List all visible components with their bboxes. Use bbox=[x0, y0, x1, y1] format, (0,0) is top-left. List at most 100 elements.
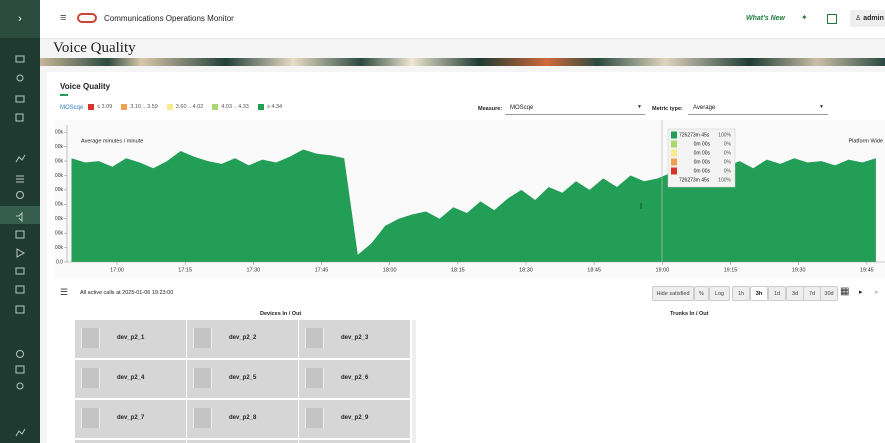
nav-icon[interactable] bbox=[16, 56, 24, 62]
tooltip-duration: 726273m 45s bbox=[679, 132, 710, 138]
title-underline bbox=[60, 94, 68, 96]
notes-icon[interactable] bbox=[827, 14, 837, 24]
nav-icon[interactable] bbox=[16, 268, 24, 274]
x-tick-label: 18:00 bbox=[383, 267, 397, 273]
nav-icon[interactable] bbox=[16, 114, 23, 121]
device-icon bbox=[81, 408, 100, 428]
chart: 0.0100k200k300k400k500k600k700k800k900k1… bbox=[55, 120, 885, 278]
device-icon bbox=[193, 368, 212, 388]
status-text: All active calls at 2025-01-06 19:23:00 bbox=[80, 290, 173, 296]
x-tick-label: 17:00 bbox=[110, 267, 124, 273]
device-name: dev_p2_3 bbox=[341, 335, 368, 341]
legend-swatch bbox=[258, 104, 264, 110]
marker bbox=[640, 203, 642, 209]
y-tick-label: 100k bbox=[55, 245, 63, 251]
toolbar-button[interactable]: Log bbox=[709, 286, 730, 301]
tooltip: 726273m 45s100%0m 00s0%0m 00s0%0m 00s0%0… bbox=[668, 129, 735, 187]
x-tick-label: 17:30 bbox=[246, 267, 260, 273]
next-button[interactable]: ▸ bbox=[859, 288, 863, 296]
nav-icon[interactable] bbox=[16, 155, 25, 162]
toolbar-button[interactable]: Hide satisfied bbox=[652, 286, 694, 301]
y-tick-label: 600k bbox=[55, 173, 63, 179]
nav-icon[interactable] bbox=[17, 351, 24, 358]
device-icon bbox=[81, 368, 100, 388]
y-axis-title: Average minutes / minute bbox=[81, 138, 143, 144]
calendar-icon[interactable]: ▦ bbox=[840, 286, 849, 297]
legend-item: ≤ 3.09 bbox=[88, 104, 112, 110]
nav-icon[interactable] bbox=[16, 286, 24, 293]
nav-icon[interactable] bbox=[16, 96, 24, 102]
panel-title: Voice Quality bbox=[60, 82, 110, 91]
user-name[interactable]: ♙ admin bbox=[855, 14, 884, 22]
legend-item: ≥ 4.34 bbox=[258, 104, 282, 110]
y-tick-label: 200k bbox=[55, 230, 63, 236]
tooltip-duration: 0m 00s bbox=[694, 150, 711, 156]
device-name: dev_p2_4 bbox=[117, 375, 144, 381]
nav-icon[interactable] bbox=[16, 213, 22, 221]
device-icon bbox=[193, 328, 212, 348]
toolbar-button[interactable]: 7d bbox=[803, 286, 821, 301]
legend-item: 3.10 .. 3.59 bbox=[121, 104, 158, 110]
toolbar-button[interactable]: 1d bbox=[768, 286, 786, 301]
toolbar-button[interactable]: % bbox=[694, 286, 709, 301]
device-icon bbox=[193, 408, 212, 428]
device-name: dev_p2_2 bbox=[229, 335, 256, 341]
legend-swatch bbox=[212, 104, 218, 110]
tooltip-swatch bbox=[671, 150, 677, 157]
y-tick-label: 0.0 bbox=[56, 259, 63, 265]
x-tick-label: 17:15 bbox=[178, 267, 192, 273]
list-icon[interactable]: ☰ bbox=[60, 287, 68, 298]
device-name: dev_p2_9 bbox=[341, 415, 368, 421]
legend-swatch bbox=[167, 104, 173, 110]
last-button[interactable]: ▸ bbox=[875, 288, 879, 296]
menu-button[interactable]: ≡ bbox=[60, 12, 66, 24]
page: {"header":{"menu":"≡","app_title":"Commu… bbox=[0, 0, 885, 443]
toolbar-button[interactable]: 1h bbox=[732, 286, 750, 301]
nav-icon[interactable] bbox=[17, 75, 23, 81]
user-icon: ♙ bbox=[855, 15, 863, 22]
device-name: dev_p2_6 bbox=[341, 375, 368, 381]
toolbar-button[interactable]: 30d bbox=[820, 286, 838, 301]
x-tick-label: 18:30 bbox=[519, 267, 533, 273]
x-tick-label: 19:00 bbox=[655, 267, 669, 273]
sidebar-toggle[interactable]: › bbox=[0, 0, 40, 38]
device-name: dev_p2_1 bbox=[117, 335, 144, 341]
nav-icon[interactable] bbox=[16, 429, 25, 436]
toolbar-button[interactable]: 3d bbox=[786, 286, 804, 301]
legend-text: 4.03 .. 4.33 bbox=[221, 104, 249, 110]
device-icon bbox=[305, 368, 324, 388]
x-tick-label: 17:45 bbox=[315, 267, 329, 273]
tooltip-swatch bbox=[671, 159, 677, 166]
nav-icon[interactable] bbox=[16, 366, 24, 373]
x-tick-label: 18:45 bbox=[587, 267, 601, 273]
toolbar-button[interactable]: 3h bbox=[750, 286, 768, 301]
measure-label: Measure: bbox=[478, 106, 502, 112]
nav-icon[interactable] bbox=[16, 306, 24, 313]
legend-swatch bbox=[121, 104, 127, 110]
tooltip-duration: 0m 00s bbox=[694, 159, 711, 165]
tooltip-swatch bbox=[671, 141, 677, 148]
nav-icon[interactable] bbox=[17, 383, 23, 389]
whats-new-icon: ✦ bbox=[801, 13, 808, 22]
tooltip-share: 100% bbox=[718, 177, 731, 183]
logo bbox=[77, 13, 97, 23]
tooltip-share: 0% bbox=[724, 159, 732, 165]
nav-icon[interactable] bbox=[17, 192, 24, 199]
device-icon bbox=[81, 328, 100, 348]
x-tick-label: 18:15 bbox=[451, 267, 465, 273]
user-label: admin bbox=[863, 15, 884, 22]
tooltip-duration: 0m 00s bbox=[694, 141, 711, 147]
nav-icon[interactable] bbox=[17, 249, 24, 257]
scrollbar[interactable] bbox=[412, 320, 416, 443]
y-tick-label: 800k bbox=[55, 144, 63, 150]
tooltip-share: 0% bbox=[724, 141, 732, 147]
sidebar-icons bbox=[0, 38, 40, 443]
y-tick-label: 300k bbox=[55, 216, 63, 222]
legend-text: ≤ 3.09 bbox=[97, 104, 112, 110]
whats-new[interactable]: What's New bbox=[746, 15, 785, 22]
nav-icon[interactable] bbox=[16, 176, 24, 182]
y-tick-label: 500k bbox=[55, 187, 63, 193]
device-name: dev_p2_7 bbox=[117, 415, 144, 421]
app-title: Communications Operations Monitor bbox=[104, 14, 234, 23]
nav-icon[interactable] bbox=[16, 231, 24, 238]
